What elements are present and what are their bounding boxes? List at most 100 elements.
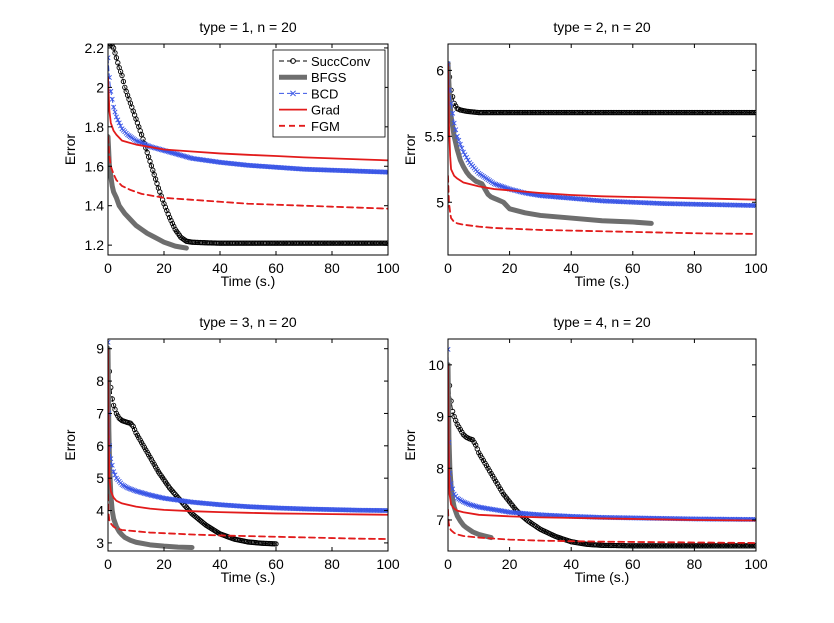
data-point xyxy=(725,109,732,116)
data-point xyxy=(605,542,612,549)
data-point xyxy=(605,109,612,116)
data-point xyxy=(515,109,521,116)
data-point xyxy=(613,542,620,549)
data-point xyxy=(463,500,469,506)
data-point xyxy=(641,109,647,116)
series-line-fgm xyxy=(448,508,756,544)
data-point xyxy=(134,138,140,144)
data-point xyxy=(133,488,139,494)
x-axis-label: Time (s.) xyxy=(221,569,276,585)
data-point xyxy=(129,486,135,493)
data-point xyxy=(631,109,638,116)
y-tick-label: 8 xyxy=(436,460,444,476)
data-point xyxy=(573,109,579,116)
data-point xyxy=(139,490,145,496)
legend-label-bfgs: BFGS xyxy=(311,70,347,85)
data-point xyxy=(108,55,111,61)
y-tick-label: 1.8 xyxy=(85,119,105,135)
data-point xyxy=(599,109,605,116)
data-point xyxy=(672,543,678,549)
data-point xyxy=(602,542,608,549)
data-point xyxy=(612,542,618,549)
data-point xyxy=(537,109,544,116)
data-point xyxy=(131,426,138,433)
data-point xyxy=(513,109,519,116)
data-point xyxy=(740,109,746,116)
data-point xyxy=(490,473,496,479)
chart-panel-3: 0 20 40 60 80 100 3 4 5 6 7 8 9 type = 3, n = 20 Time … xyxy=(62,314,400,585)
data-point xyxy=(494,182,500,188)
data-point xyxy=(480,457,487,464)
data-point xyxy=(659,109,665,116)
series-group xyxy=(448,346,756,549)
data-point xyxy=(686,543,693,549)
x-tick-label: 100 xyxy=(376,260,400,276)
x-axis-label: Time (s.) xyxy=(575,569,630,585)
data-point xyxy=(132,488,138,494)
data-point xyxy=(524,109,531,116)
data-point xyxy=(704,109,711,116)
x-tick-label: 80 xyxy=(687,556,703,572)
data-point xyxy=(635,543,641,549)
data-point xyxy=(494,481,500,487)
y-axis-label: Error xyxy=(62,134,78,165)
data-point xyxy=(651,543,657,549)
data-point xyxy=(724,543,730,549)
data-point xyxy=(618,542,625,549)
data-point xyxy=(486,468,493,474)
data-point xyxy=(647,543,654,549)
data-point xyxy=(597,109,604,116)
data-point xyxy=(750,109,756,116)
data-point xyxy=(617,542,623,549)
data-point xyxy=(675,543,681,549)
data-point xyxy=(579,109,586,116)
data-point xyxy=(182,503,188,509)
data-point xyxy=(113,55,120,61)
data-point xyxy=(473,503,479,509)
data-point xyxy=(547,109,553,116)
series-group xyxy=(448,61,756,235)
data-point xyxy=(576,109,582,116)
x-tick-label: 0 xyxy=(104,556,112,572)
data-point xyxy=(683,109,689,116)
chart-panel-2: 0 20 40 60 80 100 5 5.5 6 type = 2, n = 20 Time (s… xyxy=(402,19,768,289)
data-point xyxy=(711,543,717,549)
data-point xyxy=(144,491,150,497)
data-point xyxy=(182,153,188,159)
data-point xyxy=(462,500,468,506)
data-point xyxy=(599,542,605,548)
data-point xyxy=(623,543,629,549)
data-point xyxy=(680,109,686,116)
x-tick-label: 100 xyxy=(376,556,400,572)
data-point xyxy=(111,104,117,110)
data-point xyxy=(719,543,725,549)
data-point xyxy=(448,61,451,67)
y-tick-label: 7 xyxy=(96,405,104,421)
data-point xyxy=(662,543,668,549)
data-point xyxy=(656,543,662,549)
data-point xyxy=(560,109,566,116)
data-point xyxy=(622,543,628,549)
data-point xyxy=(136,139,142,145)
data-point xyxy=(693,543,699,549)
data-point xyxy=(528,109,534,116)
data-point xyxy=(643,109,649,116)
data-point xyxy=(703,543,709,549)
y-tick-label: 7 xyxy=(436,512,444,528)
data-point xyxy=(641,543,647,549)
data-point xyxy=(129,422,135,428)
plot-area xyxy=(108,339,388,551)
data-point xyxy=(724,109,730,116)
data-point xyxy=(649,543,655,549)
data-point xyxy=(699,543,706,549)
chart-title: type = 4, n = 20 xyxy=(553,314,651,330)
data-point xyxy=(457,426,463,433)
data-point xyxy=(639,109,646,116)
chart-title: type = 2, n = 20 xyxy=(553,19,651,35)
data-point xyxy=(690,109,696,116)
data-point xyxy=(667,543,673,549)
data-point xyxy=(385,169,388,175)
data-point xyxy=(471,439,477,446)
axes-box xyxy=(107,43,389,256)
series-markers-bcd xyxy=(448,61,756,209)
